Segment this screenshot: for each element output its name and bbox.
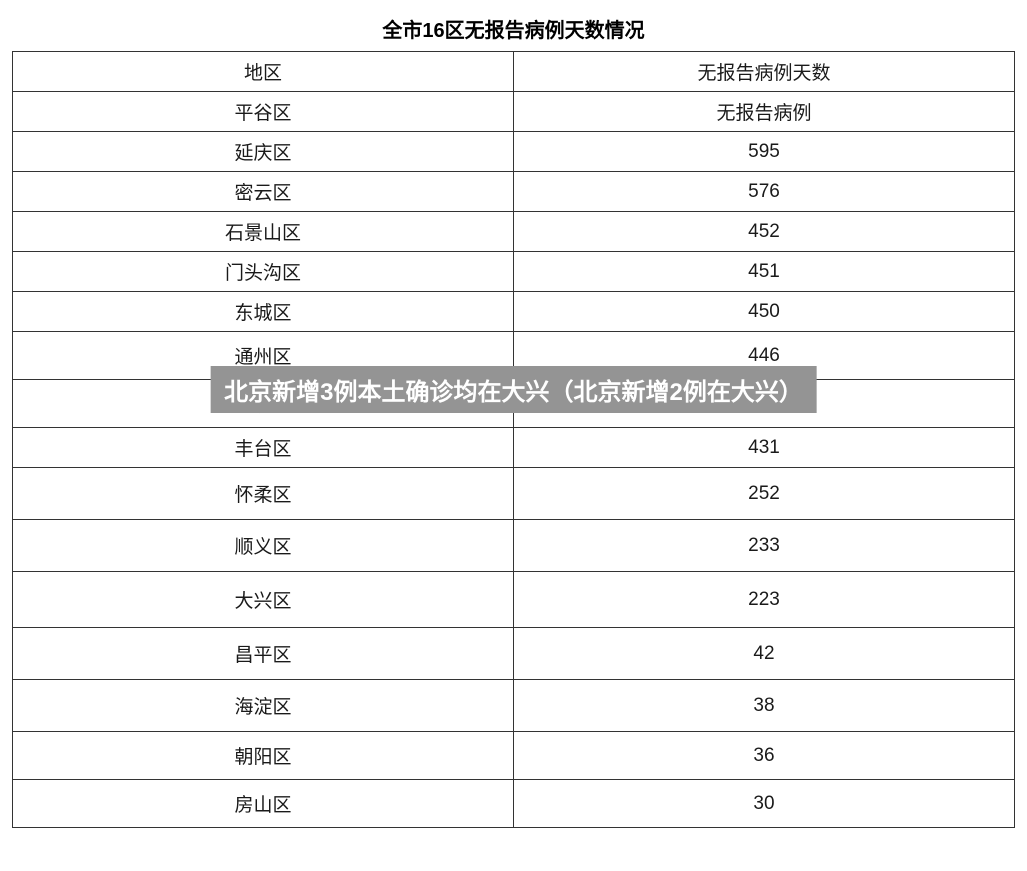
cell-district: 密云区 <box>13 172 514 212</box>
table-row: 石景山区452 <box>13 212 1015 252</box>
table-row: 房山区30 <box>13 780 1015 828</box>
cell-district: 平谷区 <box>13 92 514 132</box>
header-district: 地区 <box>13 52 514 92</box>
cell-days: 42 <box>514 628 1015 680</box>
table-row: 平谷区无报告病例 <box>13 92 1015 132</box>
cell-days: 233 <box>514 520 1015 572</box>
table-row: 怀柔区252 <box>13 468 1015 520</box>
cell-district: 大兴区 <box>13 572 514 628</box>
cell-district: 怀柔区 <box>13 468 514 520</box>
cell-days: 30 <box>514 780 1015 828</box>
table-body: 地区 无报告病例天数 平谷区无报告病例延庆区595密云区576石景山区452门头… <box>13 52 1015 828</box>
cell-days: 452 <box>514 212 1015 252</box>
table-row: 海淀区38 <box>13 680 1015 732</box>
table-row: 门头沟区451 <box>13 252 1015 292</box>
table-title: 全市16区无报告病例天数情况 <box>12 10 1015 43</box>
table-row: 顺义区233 <box>13 520 1015 572</box>
table-row: 密云区576 <box>13 172 1015 212</box>
cell-days: 无报告病例 <box>514 92 1015 132</box>
cell-days: 595 <box>514 132 1015 172</box>
cell-days: 223 <box>514 572 1015 628</box>
cell-days: 36 <box>514 732 1015 780</box>
cell-days: 38 <box>514 680 1015 732</box>
cell-district: 海淀区 <box>13 680 514 732</box>
districts-table: 地区 无报告病例天数 平谷区无报告病例延庆区595密云区576石景山区452门头… <box>12 51 1015 828</box>
cell-days: 450 <box>514 292 1015 332</box>
cell-days: 576 <box>514 172 1015 212</box>
table-row: 丰台区431 <box>13 428 1015 468</box>
cell-district: 顺义区 <box>13 520 514 572</box>
table-row: 大兴区223 <box>13 572 1015 628</box>
table-row: 昌平区42 <box>13 628 1015 680</box>
table-row: 延庆区595 <box>13 132 1015 172</box>
cell-district: 昌平区 <box>13 628 514 680</box>
overlay-banner: 北京新增3例本土确诊均在大兴（北京新增2例在大兴） <box>210 366 817 413</box>
cell-days: 252 <box>514 468 1015 520</box>
cell-days: 431 <box>514 428 1015 468</box>
cell-district: 门头沟区 <box>13 252 514 292</box>
cell-district: 东城区 <box>13 292 514 332</box>
cell-district: 延庆区 <box>13 132 514 172</box>
cell-district: 房山区 <box>13 780 514 828</box>
cell-days: 451 <box>514 252 1015 292</box>
table-row: 朝阳区36 <box>13 732 1015 780</box>
table-header-row: 地区 无报告病例天数 <box>13 52 1015 92</box>
cell-district: 丰台区 <box>13 428 514 468</box>
header-days: 无报告病例天数 <box>514 52 1015 92</box>
table-row: 东城区450 <box>13 292 1015 332</box>
cell-district: 石景山区 <box>13 212 514 252</box>
cell-district: 朝阳区 <box>13 732 514 780</box>
